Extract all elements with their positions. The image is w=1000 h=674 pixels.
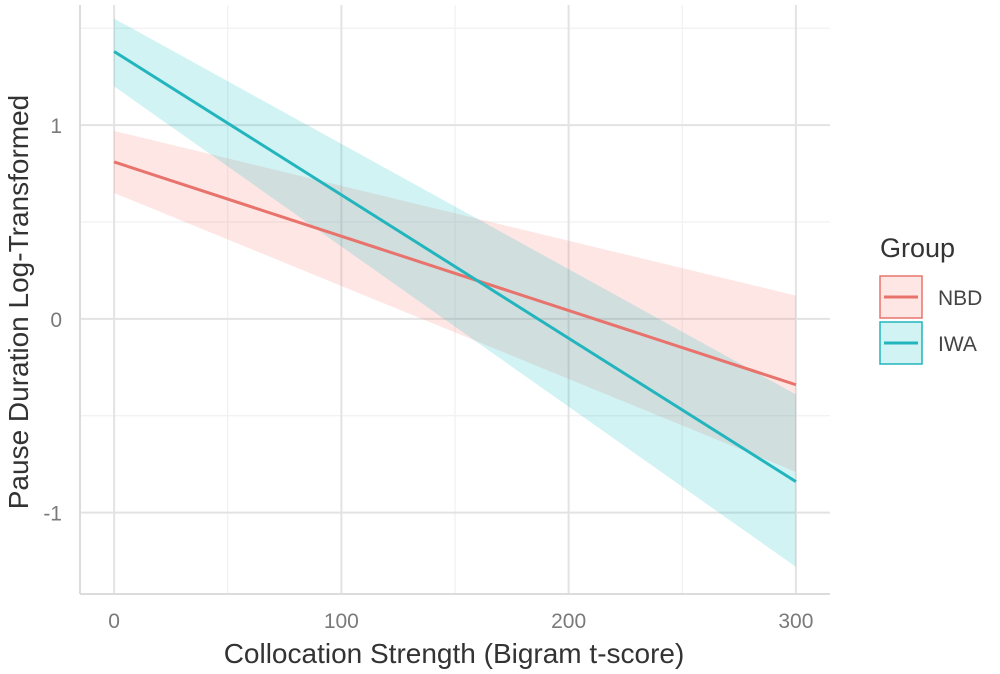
axes [79, 5, 830, 595]
legend-title: Group [880, 233, 955, 263]
x-tick-label: 200 [551, 610, 586, 633]
y-tick-label: 1 [50, 115, 62, 138]
y-tick-label: 0 [50, 309, 62, 332]
y-tick-label: -1 [43, 503, 62, 526]
gridlines [80, 5, 830, 594]
line-nbd [113, 160, 797, 387]
x-tick-label: 0 [108, 610, 120, 633]
x-tick-label: 100 [324, 610, 359, 633]
ci-band-iwa [114, 18, 796, 567]
legend: Group NBD IWA [879, 233, 982, 365]
x-tick-label: 300 [778, 610, 813, 633]
y-axis-title: Pause Duration Log-Transformed [3, 95, 34, 510]
legend-label-nbd: NBD [938, 287, 982, 310]
line-iwa [113, 50, 797, 483]
legend-label-iwa: IWA [938, 333, 977, 356]
tick-labels: 0 100 200 300 1 0 -1 [43, 115, 813, 633]
x-axis-title: Collocation Strength (Bigram t-score) [224, 638, 685, 669]
regression-lines [113, 50, 797, 483]
